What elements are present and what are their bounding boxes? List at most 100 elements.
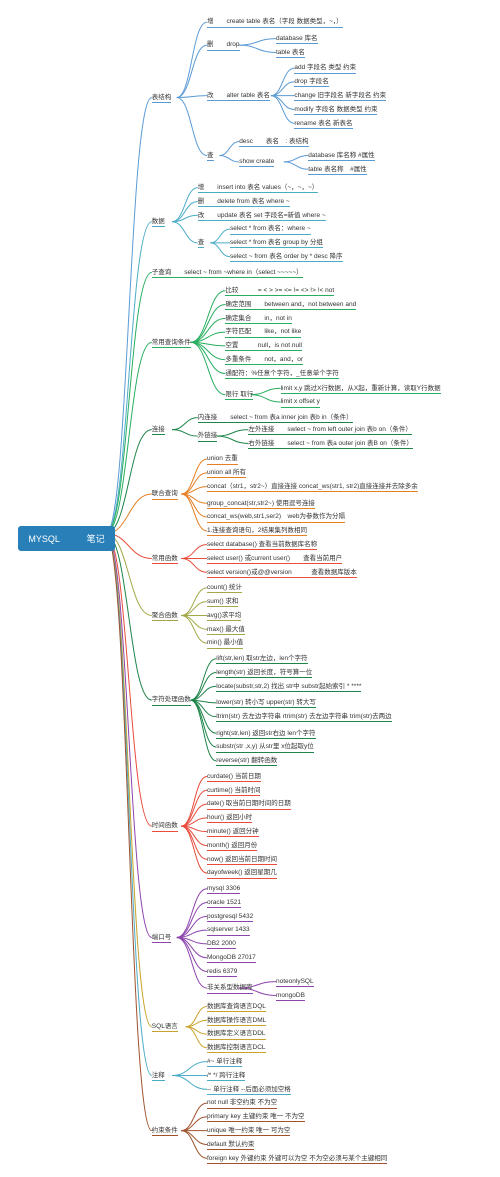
mindmap-node: sum() 求和 xyxy=(207,598,238,607)
mindmap-node: 查 xyxy=(207,152,214,161)
mindmap-node: limit x,y 跳过X行数据，从X起，重新计算，读取Y行数据 xyxy=(281,385,441,394)
mindmap-node: limit x offset y xyxy=(281,398,320,407)
mindmap-node: 字符匹配 like，not like xyxy=(225,328,301,337)
mindmap-node: concat_ws(web,str1,ser2) web为参数作为分隔 xyxy=(207,513,345,522)
mindmap-node: 删 delete from 表名 where ~ xyxy=(198,198,290,207)
mindmap-node: 比较 = < > >= <= != <> !> !< not xyxy=(225,287,334,296)
mindmap-node: 确定范围 between and，not between and xyxy=(225,301,356,310)
mindmap-node: select * from 表名 group by 分组 xyxy=(230,239,323,248)
mindmap-node: database 库名称 #属性 xyxy=(308,152,374,161)
mindmap-node: 空置 null，is not null xyxy=(225,342,302,351)
mindmap-node: 通配符：%任意个字符，_任意单个字符 xyxy=(225,370,338,379)
mindmap-node: drop 字段名 xyxy=(294,78,328,87)
mindmap-node: minute() 返回分钟 xyxy=(207,828,259,837)
mindmap-node: unique 唯一约束 唯一 可为空 xyxy=(207,1127,290,1136)
edge-layer xyxy=(0,0,500,1177)
mindmap-node: 改 update 表名 set 字段名=新值 where ~ xyxy=(198,212,326,221)
mindmap-node: min() 最小值 xyxy=(207,639,243,648)
mindmap-node: dayofweek() 返回星期几 xyxy=(207,869,277,878)
mindmap-node: 外链接 xyxy=(198,432,218,441)
mindmap-node: select user() 或current user() 查看当前用户 xyxy=(207,555,342,564)
mindmap-node: 1.连接查询语句，2结果集列数相同 xyxy=(207,527,307,536)
mindmap-node: 子查询 select ~ from ~where in（select ~~~~~… xyxy=(152,269,303,278)
mindmap-node: 聚合函数 xyxy=(152,612,178,621)
mindmap-node: 增 insert into 表名 values（~，~，~） xyxy=(198,184,318,193)
mindmap-node: MongoDB 27017 xyxy=(207,954,256,963)
mindmap-node: 数据 xyxy=(152,218,165,227)
mindmap-node: hour() 返回小时 xyxy=(207,814,252,823)
mindmap-node: lower(str) 转小写 upper(str) 转大写 xyxy=(216,699,316,708)
mindmap-node: table 表名称 #属性 xyxy=(308,166,367,175)
mindmap-node: 数据库定义语言DDL xyxy=(207,1030,266,1039)
mindmap-node: primary key 主键约束 唯一 不为空 xyxy=(207,1113,305,1122)
mindmap-node: reverse(str) 翻转函数 xyxy=(216,757,277,766)
mindmap-node: 查 xyxy=(198,239,205,248)
mindmap-node: 数据库查询语言DQL xyxy=(207,1003,266,1012)
mindmap-node: 端口号 xyxy=(152,934,172,943)
mindmap-node: select ~ from 表名 order by * desc 降序 xyxy=(230,253,343,262)
mindmap-node: curtime() 当前时间 xyxy=(207,787,260,796)
mindmap-node: oracle 1521 xyxy=(207,899,241,908)
mindmap-node: DB2 2000 xyxy=(207,940,236,949)
mindmap-node: rename 表名 新表名 xyxy=(294,120,352,129)
mindmap-node: right(str,len) 返回str右边 len个字符 xyxy=(216,730,315,739)
mindmap-node: select version()或@@version 查看数据库版本 xyxy=(207,569,357,578)
mindmap-node: 限行 取行 xyxy=(225,391,253,400)
mindmap-node: union all 所有 xyxy=(207,469,246,478)
mindmap-node: locate(substr,str,2) 找出 str中 substr起始索引 … xyxy=(216,683,361,692)
mindmap-node: 字符处理函数 xyxy=(152,696,191,705)
root-node: MYSQL 笔记 xyxy=(18,526,114,551)
mindmap-node: change 旧字段名 新字段名 约束 xyxy=(294,92,386,101)
mindmap-node: mysql 3306 xyxy=(207,885,240,894)
mindmap-node: 联合查询 xyxy=(152,490,178,499)
mindmap-node: 数据库操作语言DML xyxy=(207,1017,266,1026)
mindmap-node: 数据库控制语言DCL xyxy=(207,1044,266,1053)
mindmap-node: 改 alter table 表名 xyxy=(207,92,270,101)
mindmap-node: avg()求平均 xyxy=(207,612,241,621)
mindmap-node: 确定集合 in，not in xyxy=(225,315,291,324)
mindmap-node: max() 最大值 xyxy=(207,626,245,635)
mindmap-node: database 库名 xyxy=(276,35,318,44)
mindmap-node: 内连接 select ~ from 表a inner join 表b in（条件… xyxy=(198,414,353,423)
mindmap-node: modify 字段名 数据类型 约束 xyxy=(294,106,377,115)
mindmap-node: 连接 xyxy=(152,426,165,435)
mindmap-node: ltrim(str) 去左边字符串 rtrim(str) 去左边字符串 trim… xyxy=(216,713,391,722)
mindmap-node: /* */ 跨行注释 xyxy=(207,1072,245,1081)
mindmap-node: -- 单行注释 --后面必须加空格 xyxy=(207,1086,291,1095)
mindmap-node: 常用查询条件 xyxy=(152,339,191,348)
mindmap-node: SQL语言 xyxy=(152,1023,178,1032)
mindmap-node: sqlserver 1433 xyxy=(207,926,250,935)
mindmap-node: union 去重 xyxy=(207,455,238,464)
mindmap-node: not null 非空约束 不为空 xyxy=(207,1099,277,1108)
mindmap-node: concat（str1，str2~）直接连接 concat_ws(str1, s… xyxy=(207,483,418,492)
mindmap-node: 左外连接 swlect ~ from left outer join 表b on… xyxy=(248,426,411,435)
mindmap-node: 多重条件 not，and，or xyxy=(225,356,303,365)
mindmap-node: mongoDB xyxy=(276,992,305,1001)
mindmap-node: foreign key 外键约束 外键可以为空 不为空必须与某个主键相同 xyxy=(207,1155,387,1164)
mindmap-node: 常用函数 xyxy=(152,555,178,564)
mindmap-node: 时间函数 xyxy=(152,822,178,831)
mindmap-node: postgresql 5432 xyxy=(207,913,253,922)
mindmap-node: substr(str ,x,y) 从str里 x位起取y位 xyxy=(216,743,314,752)
mindmap-node: count() 统计 xyxy=(207,584,242,593)
mindmap-node: length(str) 返回长度，符号算一位 xyxy=(216,669,312,678)
mindmap-node: 右外链接 select ~ from 表a outer join 表B on（条… xyxy=(248,440,413,449)
mindmap-node: default 默认约束 xyxy=(207,1141,254,1150)
mindmap-node: add 字段名 类型 约束 xyxy=(294,64,356,73)
mindmap-node: redis 6379 xyxy=(207,968,237,977)
mindmap-node: group_concat(str,str2~) 使用逗号连接 xyxy=(207,500,315,509)
mindmap-node: show create xyxy=(239,158,274,167)
mindmap-node: lift(str,len) 取str左边，len个字符 xyxy=(216,655,307,664)
mindmap-node: now() 返回当前日期时间 xyxy=(207,856,277,865)
mindmap-node: desc 表名 : 表结构 xyxy=(239,138,308,147)
mindmap-node: noteonlySQL xyxy=(276,978,314,987)
mindmap-node: 增 create table 表名（字段 数据类型，~，） xyxy=(207,18,343,27)
mindmap-node: 约束条件 xyxy=(152,1127,178,1136)
mindmap-node: date() 取当前日期时间的日期 xyxy=(207,800,291,809)
mindmap-node: 删 drop xyxy=(207,41,240,50)
mindmap-canvas: MYSQL 笔记 表结构 增 create table 表名（字段 数据类型，~，）… xyxy=(0,0,500,1177)
mindmap-node: 表结构 xyxy=(152,94,172,103)
mindmap-node: #~ 单行注释 xyxy=(207,1058,242,1067)
mindmap-node: select database() 查看当前数据库名称 xyxy=(207,541,317,550)
mindmap-node: select * from 表名：where ~ xyxy=(230,225,311,234)
